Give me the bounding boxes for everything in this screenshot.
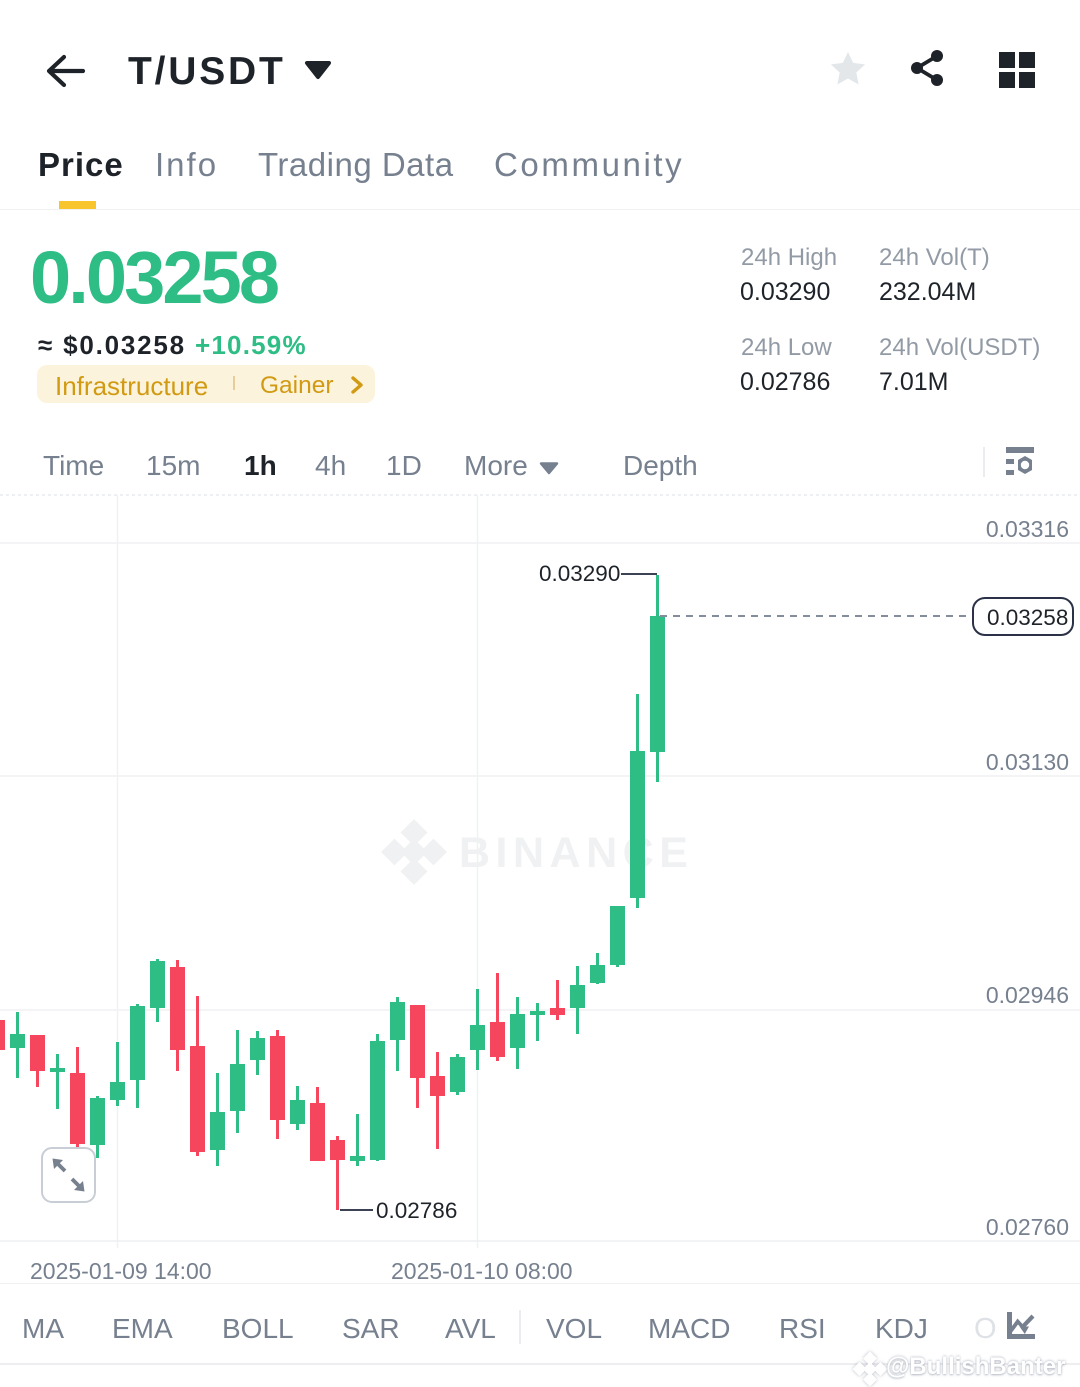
svg-text:0.02786: 0.02786 [376, 1198, 457, 1223]
svg-text:0.03290: 0.03290 [539, 561, 620, 586]
svg-text:0.03258: 0.03258 [987, 605, 1068, 630]
svg-text:BINANCE: BINANCE [459, 829, 693, 877]
